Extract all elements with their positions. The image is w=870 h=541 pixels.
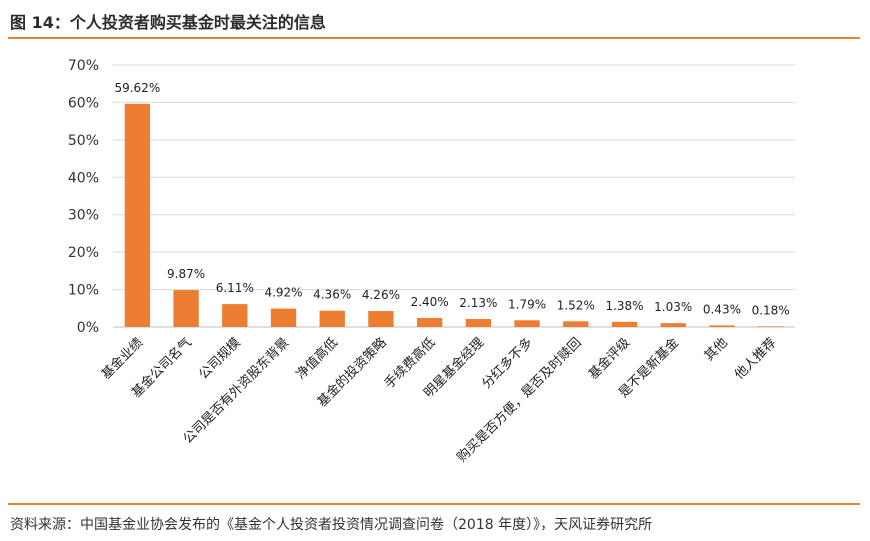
x-tick-label: 净值高低 bbox=[293, 335, 341, 383]
data-label: 2.40% bbox=[411, 295, 449, 309]
y-tick-label: 20% bbox=[68, 245, 99, 261]
y-tick-label: 70% bbox=[68, 58, 99, 74]
bar bbox=[368, 311, 394, 327]
y-tick-label: 60% bbox=[68, 95, 99, 111]
data-label: 4.36% bbox=[313, 288, 351, 302]
bar bbox=[709, 325, 735, 327]
data-label: 0.43% bbox=[703, 302, 741, 316]
bar bbox=[173, 290, 199, 327]
x-tick-label: 基金评级 bbox=[585, 335, 633, 383]
data-label: 4.92% bbox=[264, 286, 302, 300]
y-tick-label: 50% bbox=[68, 133, 99, 149]
bar bbox=[319, 310, 345, 327]
y-tick-label: 10% bbox=[68, 283, 99, 299]
bar bbox=[270, 308, 297, 327]
title-divider bbox=[8, 37, 860, 39]
x-tick-label: 公司规模 bbox=[196, 335, 243, 382]
data-label: 1.79% bbox=[508, 297, 546, 311]
bar bbox=[222, 304, 248, 327]
data-label: 1.52% bbox=[557, 298, 595, 312]
bar bbox=[416, 318, 443, 327]
bar bbox=[563, 321, 589, 327]
bar-chart: 0% 10% 20% 30% 40% 50% 60% 70% 59.62% 9.87% 6.11%… bbox=[68, 58, 795, 466]
figure-title: 图 14：个人投资者购买基金时最关注的信息 bbox=[10, 13, 326, 32]
data-labels: 59.62% 9.87% 6.11% 4.92% 4.36% 4.26% 2.40% 2.13… bbox=[114, 81, 789, 317]
data-label: 9.87% bbox=[167, 267, 205, 281]
bar bbox=[660, 323, 686, 327]
data-label: 1.03% bbox=[654, 300, 692, 314]
y-axis-ticks: 0% 10% 20% 30% 40% 50% 60% 70% bbox=[68, 58, 99, 336]
data-label: 0.18% bbox=[752, 303, 790, 317]
source-divider bbox=[8, 503, 860, 505]
y-tick-label: 40% bbox=[68, 170, 99, 186]
x-tick-label: 其他 bbox=[702, 335, 731, 364]
bar bbox=[124, 103, 151, 327]
bars bbox=[124, 103, 784, 327]
bar bbox=[611, 321, 638, 327]
bar bbox=[514, 320, 540, 327]
data-label: 6.11% bbox=[216, 281, 254, 295]
bar bbox=[757, 326, 784, 327]
data-label: 2.13% bbox=[459, 296, 497, 310]
data-label: 59.62% bbox=[114, 81, 160, 95]
y-tick-label: 30% bbox=[68, 208, 99, 224]
y-tick-label: 0% bbox=[77, 320, 99, 336]
x-tick-label: 基金业绩 bbox=[98, 335, 146, 383]
data-label: 4.26% bbox=[362, 288, 400, 302]
data-label: 1.38% bbox=[605, 299, 643, 313]
bar bbox=[465, 319, 492, 327]
x-tick-label: 他人推荐 bbox=[732, 335, 779, 382]
source-note: 资料来源：中国基金业协会发布的《基金个人投资者投资情况调查问卷（2018 年度）… bbox=[10, 517, 653, 533]
